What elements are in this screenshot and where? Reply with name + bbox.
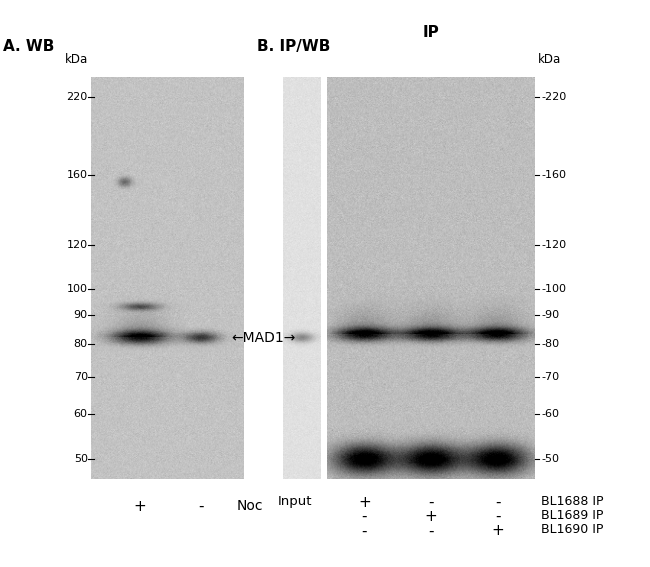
Text: -90: -90	[541, 310, 560, 320]
Text: -: -	[495, 495, 501, 510]
Text: 90: 90	[73, 310, 88, 320]
Text: 220: 220	[66, 92, 88, 101]
Text: BL1690 IP: BL1690 IP	[541, 523, 604, 536]
Text: +: +	[424, 509, 437, 524]
Text: -: -	[428, 495, 434, 510]
Text: 80: 80	[73, 339, 88, 349]
Text: -50: -50	[541, 454, 560, 464]
Text: BL1689 IP: BL1689 IP	[541, 509, 604, 522]
Text: -: -	[198, 499, 203, 514]
Text: IP: IP	[422, 25, 439, 40]
Text: -160: -160	[541, 170, 566, 180]
Text: Input: Input	[278, 495, 313, 508]
Text: 50: 50	[73, 454, 88, 464]
Text: -: -	[361, 523, 367, 538]
Text: 100: 100	[67, 285, 88, 294]
Text: -: -	[495, 509, 501, 524]
Text: ←MAD1→: ←MAD1→	[231, 331, 296, 345]
Text: +: +	[133, 499, 146, 514]
Text: -: -	[361, 509, 367, 524]
Text: Noc: Noc	[237, 499, 263, 513]
Text: -60: -60	[541, 409, 560, 420]
Text: -120: -120	[541, 240, 567, 250]
Text: 70: 70	[73, 372, 88, 382]
Text: -80: -80	[541, 339, 560, 349]
Text: A. WB: A. WB	[3, 39, 55, 54]
Text: 120: 120	[66, 240, 88, 250]
Text: kDa: kDa	[64, 53, 88, 66]
Text: -70: -70	[541, 372, 560, 382]
Text: -100: -100	[541, 285, 566, 294]
Text: +: +	[358, 495, 370, 510]
Text: 160: 160	[67, 170, 88, 180]
Text: BL1688 IP: BL1688 IP	[541, 495, 604, 508]
Text: kDa: kDa	[538, 53, 562, 66]
Text: B. IP/WB: B. IP/WB	[257, 39, 330, 54]
Text: 60: 60	[73, 409, 88, 420]
Text: -: -	[428, 523, 434, 538]
Text: +: +	[491, 523, 504, 538]
Text: -220: -220	[541, 92, 567, 101]
